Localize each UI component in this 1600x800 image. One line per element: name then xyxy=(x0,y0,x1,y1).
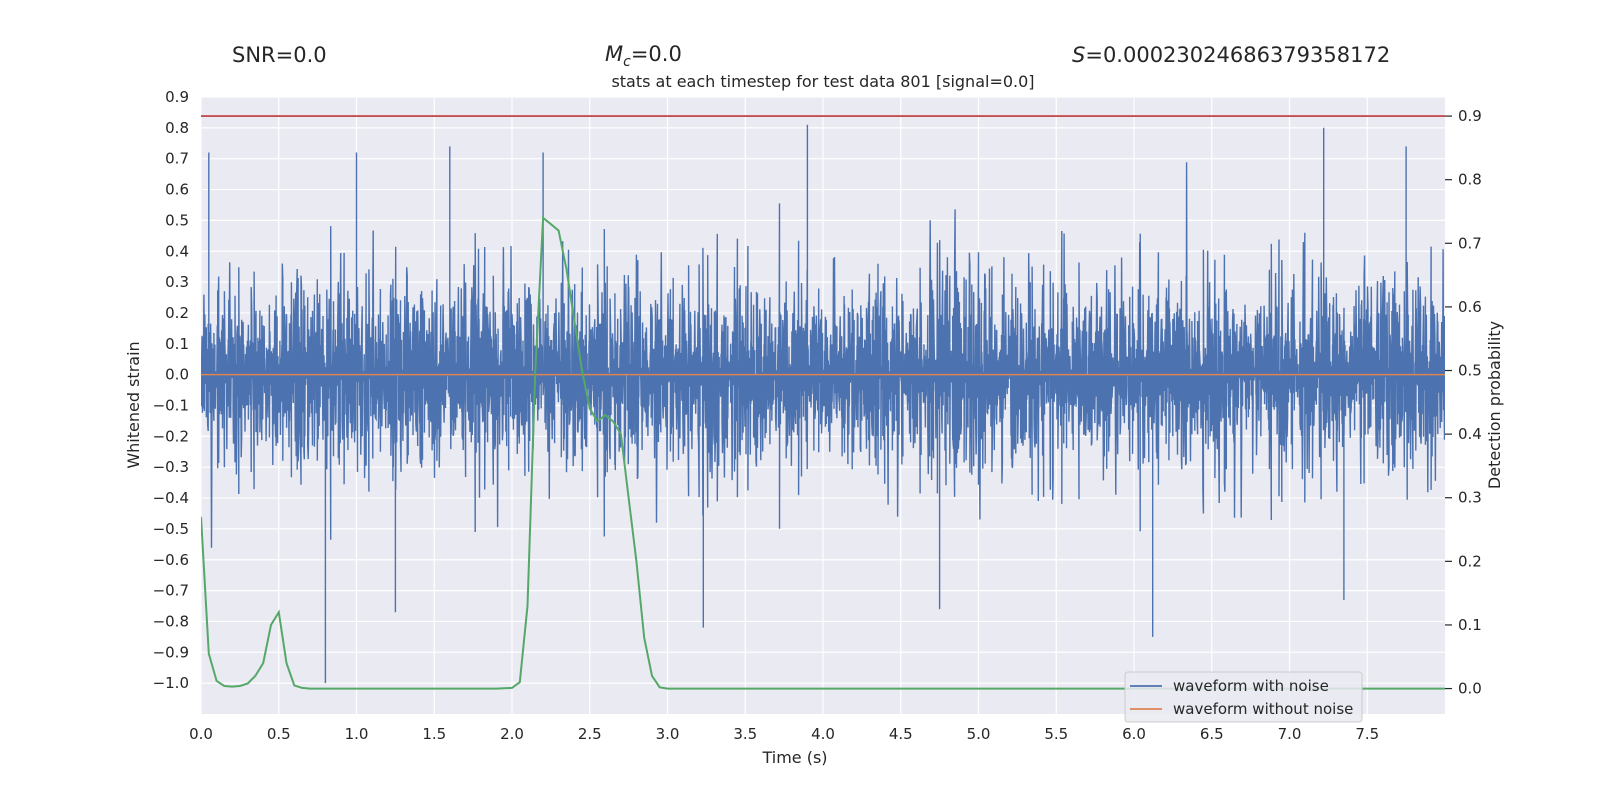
y2-tick-label: 0.6 xyxy=(1458,298,1482,316)
x-tick-label: 5.0 xyxy=(967,725,991,743)
y-tick-label: −0.7 xyxy=(153,582,189,600)
s-statistic-value: =0.00023024686379358172 xyxy=(1085,43,1390,67)
x-tick-label: 3.5 xyxy=(733,725,757,743)
y2-tick-label: 0.9 xyxy=(1458,107,1482,125)
y2-tick-label: 0.2 xyxy=(1458,552,1482,570)
x-tick-label: 5.5 xyxy=(1044,725,1068,743)
y-tick-labels: 0.9 0.8 0.7 0.6 0.5 0.4 0.3 0.2 0.1 0.0 −0.1 −0.2 −0… xyxy=(153,88,189,692)
y-tick-label: −0.2 xyxy=(153,427,189,445)
chart-title: stats at each timestep for test data 801… xyxy=(611,72,1034,91)
x-tick-label: 2.0 xyxy=(500,725,524,743)
y-axis-label: Whitened strain xyxy=(124,341,143,468)
y2-tick-label: 0.3 xyxy=(1458,489,1482,507)
y-tick-label: 0.2 xyxy=(165,304,189,322)
chirp-mass-label: Mc=0.0 xyxy=(605,42,682,70)
legend-box xyxy=(1124,671,1363,723)
y-tick-label: −0.6 xyxy=(153,551,189,569)
chirp-mass-value: =0.0 xyxy=(631,42,682,66)
series-detection-probability xyxy=(201,215,1445,690)
x-tick-label: 0.5 xyxy=(267,725,291,743)
y-tick-label: 0.1 xyxy=(165,335,189,353)
x-tick-label: 7.0 xyxy=(1278,725,1302,743)
x-tick-labels: 0.0 0.5 1.0 1.5 2.0 2.5 3.0 3.5 4.0 4.5 5.0 5.5 6.0 6… xyxy=(189,725,1379,743)
chirp-mass-symbol: M xyxy=(605,42,623,66)
x-tick-label: 7.5 xyxy=(1355,725,1379,743)
x-tick-label: 3.0 xyxy=(656,725,680,743)
x-tick-label: 0.0 xyxy=(189,725,213,743)
y-tick-label: −0.9 xyxy=(153,643,189,661)
y-tick-label: −1.0 xyxy=(153,674,189,692)
x-tick-label: 2.5 xyxy=(578,725,602,743)
s-statistic-symbol: S xyxy=(1072,43,1085,67)
y-tick-label: 0.3 xyxy=(165,273,189,291)
y2-tick-label: 0.1 xyxy=(1458,616,1482,634)
y-tick-label: −0.1 xyxy=(153,397,189,415)
y2-tick-label: 0.0 xyxy=(1458,680,1482,698)
y2-tick-label: 0.4 xyxy=(1458,425,1482,443)
chirp-mass-subscript: c xyxy=(623,54,631,70)
y-tick-label: 0.9 xyxy=(165,88,189,106)
x-tick-label: 4.0 xyxy=(811,725,835,743)
series-waveform-with-noise xyxy=(201,124,1445,684)
y-tick-label: 0.0 xyxy=(165,366,189,384)
x-tick-label: 6.0 xyxy=(1122,725,1146,743)
snr-label: SNR=0.0 xyxy=(232,43,327,67)
x-tick-label: 4.5 xyxy=(889,725,913,743)
y2-axis-label: Detection probability xyxy=(1485,321,1504,489)
legend: waveform with noise waveform without noi… xyxy=(1124,671,1363,723)
y2-tick-label: 0.7 xyxy=(1458,234,1482,252)
s-statistic-label: S=0.00023024686379358172 xyxy=(1072,43,1390,67)
y-tick-label: −0.4 xyxy=(153,489,189,507)
x-tick-label: 1.0 xyxy=(345,725,369,743)
y-tick-label: 0.4 xyxy=(165,242,189,260)
x-tick-label: 1.5 xyxy=(422,725,446,743)
y-tick-label: 0.8 xyxy=(165,119,189,137)
y-tick-label: 0.7 xyxy=(165,150,189,168)
x-tick-label: 6.5 xyxy=(1200,725,1224,743)
legend-label-waveform-without-noise: waveform without noise xyxy=(1173,700,1353,718)
y-tick-label: 0.6 xyxy=(165,181,189,199)
y-tick-label: −0.3 xyxy=(153,458,189,476)
y-tick-label: 0.5 xyxy=(165,211,189,229)
y2-tick-labels: 0.9 0.8 0.7 0.6 0.5 0.4 0.3 0.2 0.1 0.0 xyxy=(1445,107,1482,698)
y2-tick-label: 0.5 xyxy=(1458,362,1482,380)
legend-label-waveform-with-noise: waveform with noise xyxy=(1173,677,1329,695)
x-axis-label: Time (s) xyxy=(761,748,827,767)
y-tick-label: −0.5 xyxy=(153,520,189,538)
y-tick-label: −0.8 xyxy=(153,612,189,630)
y2-tick-label: 0.8 xyxy=(1458,171,1482,189)
